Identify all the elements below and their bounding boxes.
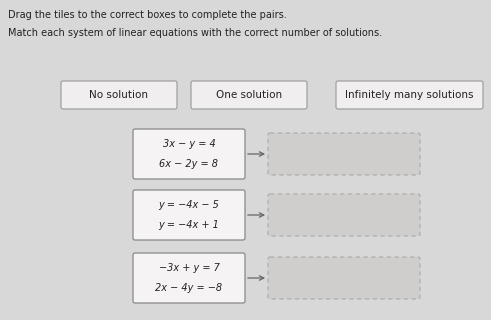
- Text: 6x − 2y = 8: 6x − 2y = 8: [160, 159, 218, 169]
- FancyBboxPatch shape: [133, 190, 245, 240]
- Text: 2x − 4y = −8: 2x − 4y = −8: [156, 283, 222, 293]
- Text: y = −4x + 1: y = −4x + 1: [159, 220, 219, 230]
- Text: Drag the tiles to the correct boxes to complete the pairs.: Drag the tiles to the correct boxes to c…: [8, 10, 287, 20]
- Text: −3x + y = 7: −3x + y = 7: [159, 263, 219, 273]
- FancyBboxPatch shape: [133, 253, 245, 303]
- FancyBboxPatch shape: [268, 133, 420, 175]
- FancyBboxPatch shape: [61, 81, 177, 109]
- FancyBboxPatch shape: [133, 129, 245, 179]
- Text: Match each system of linear equations with the correct number of solutions.: Match each system of linear equations wi…: [8, 28, 382, 38]
- FancyBboxPatch shape: [191, 81, 307, 109]
- FancyBboxPatch shape: [336, 81, 483, 109]
- Text: 3x − y = 4: 3x − y = 4: [163, 139, 216, 149]
- Text: No solution: No solution: [89, 90, 148, 100]
- Text: y = −4x − 5: y = −4x − 5: [159, 200, 219, 210]
- FancyBboxPatch shape: [268, 257, 420, 299]
- Text: Infinitely many solutions: Infinitely many solutions: [345, 90, 474, 100]
- FancyBboxPatch shape: [268, 194, 420, 236]
- Text: One solution: One solution: [216, 90, 282, 100]
